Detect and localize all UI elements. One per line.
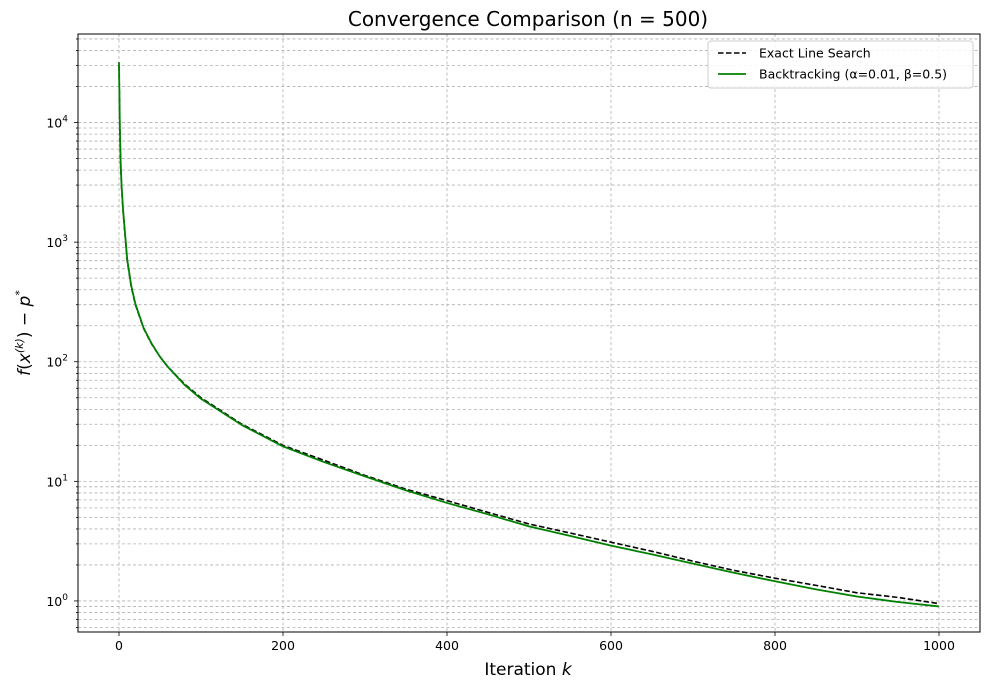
legend-label-exact-line-search: Exact Line Search: [759, 46, 871, 61]
y-axis: 100 101 102 103 104: [46, 38, 78, 628]
x-tick-label: 200: [271, 638, 295, 653]
legend-box: [707, 40, 974, 89]
legend-label-backtracking: Backtracking (α=0.01, β=0.5): [759, 67, 947, 82]
grid-layer: [78, 34, 980, 632]
y-tick-label: 100: [46, 593, 68, 609]
lines-layer: [118, 62, 940, 608]
legend: Exact Line Search Backtracking (α=0.01, …: [707, 40, 974, 89]
x-tick-label: 0: [115, 638, 123, 653]
y-axis-label: f(x(k)) − p*: [13, 290, 35, 376]
x-tick-label: 400: [435, 638, 459, 653]
chart-title: Convergence Comparison (n = 500): [348, 7, 708, 31]
y-tick-label: 103: [46, 234, 68, 250]
y-tick-label: 102: [46, 354, 68, 370]
x-tick-label: 800: [763, 638, 787, 653]
x-axis: 0 200 400 600 800 1000: [115, 632, 955, 653]
plot-area-frame: [77, 33, 981, 633]
y-tick-label: 104: [46, 115, 68, 131]
x-tick-label: 600: [599, 638, 623, 653]
y-tick-label: 101: [46, 473, 68, 489]
series-line-backtracking: [118, 62, 940, 608]
x-axis-label: Iteration k: [484, 660, 573, 680]
x-tick-label: 1000: [923, 638, 955, 653]
series-line-exact-line-search: [118, 65, 940, 605]
